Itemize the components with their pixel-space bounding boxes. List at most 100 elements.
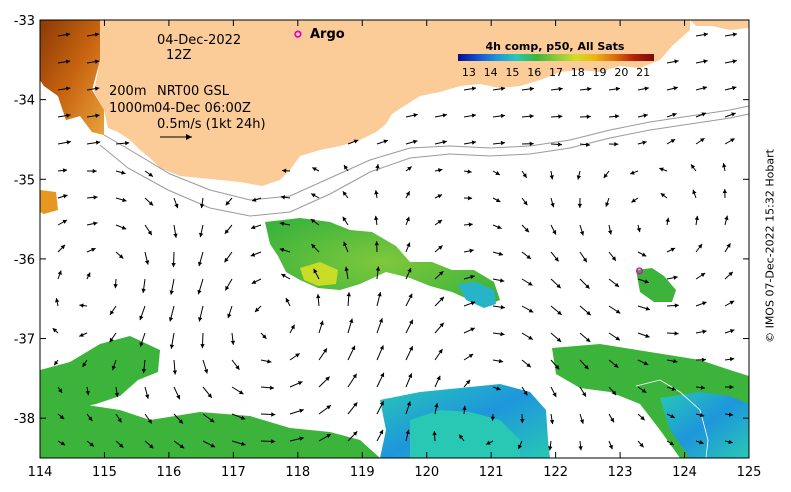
current-arrowhead xyxy=(728,271,733,277)
current-arrowhead xyxy=(342,216,347,222)
current-arrowhead xyxy=(198,317,203,322)
current-arrowhead xyxy=(378,318,384,323)
current-arrowhead xyxy=(500,331,505,337)
current-arrowhead xyxy=(432,431,437,436)
current-arrowhead xyxy=(203,368,209,374)
current-arrowhead xyxy=(95,113,100,118)
current-arrowhead xyxy=(325,376,330,382)
current-arrowhead xyxy=(528,335,533,340)
current-arrowhead xyxy=(326,434,331,439)
current-arrowhead xyxy=(520,418,525,424)
current-arrowhead xyxy=(147,419,152,424)
x-tick-label: 124 xyxy=(672,465,697,480)
current-arrowhead xyxy=(148,172,153,177)
current-arrowhead xyxy=(644,279,649,284)
current-arrowhead xyxy=(728,439,733,444)
current-arrowhead xyxy=(529,86,534,92)
current-arrowhead xyxy=(148,201,154,206)
current-arrowhead xyxy=(731,112,736,117)
current-arrowhead xyxy=(608,230,613,235)
colorbar-title: 4h comp, p50, All Sats xyxy=(486,40,625,53)
current-arrowhead xyxy=(610,417,614,423)
current-arrowhead xyxy=(224,257,229,263)
current-arrowhead xyxy=(238,390,244,395)
current-arrowhead xyxy=(578,446,583,451)
current-arrowhead xyxy=(436,375,441,381)
current-arrowhead xyxy=(280,195,286,200)
current-arrowhead xyxy=(702,329,707,334)
current-arrowhead xyxy=(344,266,349,272)
current-arrowhead xyxy=(93,195,98,200)
current-arrowhead xyxy=(585,284,590,289)
current-arrowhead xyxy=(79,303,84,308)
current-arrowhead xyxy=(207,393,212,398)
x-tick-label: 125 xyxy=(737,465,762,480)
current-arrowhead xyxy=(673,358,678,364)
current-arrowhead xyxy=(322,348,327,353)
current-arrowhead xyxy=(282,168,287,173)
current-arrowhead xyxy=(198,232,204,238)
colorbar: 4h comp, p50, All Sats 13 14 15 16 17 18 19 20 2… xyxy=(458,40,654,79)
y-axis: -33 -34 -35 -36 -37 -38 xyxy=(14,14,749,427)
current-arrowhead xyxy=(65,59,71,64)
current-arrowhead xyxy=(468,354,474,359)
current-arrowhead xyxy=(343,241,348,247)
current-arrowhead xyxy=(728,412,734,417)
current-arrowhead xyxy=(79,332,84,337)
sst-contour-white xyxy=(635,379,709,458)
current-arrowhead xyxy=(408,293,413,299)
current-arrowhead xyxy=(611,390,617,396)
current-arrowhead xyxy=(375,164,380,169)
current-arrowhead xyxy=(86,272,91,278)
current-arrowhead xyxy=(529,114,534,119)
current-arrowhead xyxy=(640,415,645,421)
current-arrowhead xyxy=(241,441,246,446)
current-arrowhead xyxy=(699,412,705,418)
x-axis: 114 115 116 117 118 119 120 121 122 123 124 125 xyxy=(28,20,762,480)
current-arrowhead xyxy=(500,86,506,91)
current-arrowhead xyxy=(468,195,473,201)
current-arrowhead xyxy=(352,431,358,436)
current-arrowhead xyxy=(54,360,59,366)
colorbar-ramp xyxy=(458,54,654,61)
current-arrowhead xyxy=(408,346,413,351)
current-arrowhead xyxy=(438,271,444,276)
current-arrowhead xyxy=(608,444,613,450)
current-arrowhead xyxy=(500,140,506,146)
current-arrowhead xyxy=(407,166,412,171)
current-arrowhead xyxy=(269,385,275,390)
current-arrowhead xyxy=(469,248,474,253)
current-arrowhead xyxy=(251,279,257,284)
current-arrowhead xyxy=(250,225,256,230)
colorbar-tick-label: 18 xyxy=(571,66,585,79)
current-arrowhead xyxy=(699,440,704,445)
y-tick-label: -33 xyxy=(14,14,35,29)
current-arrowhead xyxy=(297,381,303,386)
current-arrowhead xyxy=(692,189,697,195)
depth-label-200m: 200m xyxy=(109,84,146,99)
current-arrowhead xyxy=(114,392,120,398)
current-arrowhead xyxy=(353,402,358,407)
current-arrowhead xyxy=(585,337,591,343)
current-arrowhead xyxy=(690,164,696,169)
sst-patch-south-mid xyxy=(410,410,520,458)
current-arrowhead xyxy=(169,344,175,349)
y-tick-label: -35 xyxy=(14,173,35,188)
current-arrowhead xyxy=(730,138,735,143)
current-arrowhead xyxy=(615,114,620,119)
current-arrowhead xyxy=(660,193,666,198)
land-southwest-cape xyxy=(40,20,104,135)
current-arrowhead xyxy=(316,294,321,299)
current-arrowhead xyxy=(377,292,382,297)
current-arrowhead xyxy=(490,416,496,421)
colorbar-tick-label: 13 xyxy=(462,66,476,79)
current-arrowhead xyxy=(552,392,557,397)
map-date: 04-Dec-2022 xyxy=(157,33,241,48)
current-arrowhead xyxy=(726,243,731,248)
current-arrowhead xyxy=(722,189,728,194)
current-arrowhead xyxy=(674,59,679,64)
x-tick-label: 118 xyxy=(285,465,310,480)
current-arrowhead xyxy=(224,229,230,234)
current-arrowhead xyxy=(643,361,649,366)
current-arrowhead xyxy=(409,319,413,325)
